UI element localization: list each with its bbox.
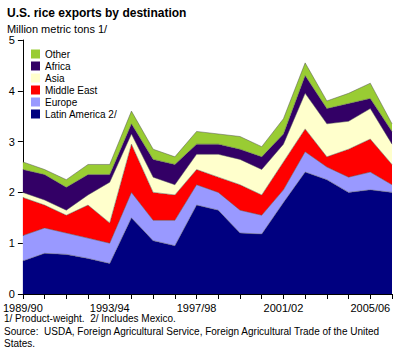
svg-text:2005/06: 2005/06 xyxy=(350,302,390,314)
svg-text:4: 4 xyxy=(9,85,15,97)
svg-text:Asia: Asia xyxy=(45,73,65,84)
svg-text:1989/90: 1989/90 xyxy=(3,302,43,314)
svg-text:Middle East: Middle East xyxy=(45,85,97,96)
svg-text:1: 1 xyxy=(9,237,15,249)
svg-text:1993/94: 1993/94 xyxy=(90,302,130,314)
svg-text:U.S. rice exports by destinati: U.S. rice exports by destination xyxy=(7,6,186,20)
svg-text:States.: States. xyxy=(4,338,35,349)
svg-text:Other: Other xyxy=(45,49,71,60)
svg-text:Source: USDA, Foreign Agricul: Source: USDA, Foreign Agricultural Servi… xyxy=(4,326,382,337)
svg-text:1/ Product-weight. 2/ Include: 1/ Product-weight. 2/ Includes Mexico. xyxy=(4,313,176,324)
svg-text:2001/02: 2001/02 xyxy=(264,302,304,314)
svg-text:Europe: Europe xyxy=(45,97,78,108)
svg-text:3: 3 xyxy=(9,136,15,148)
svg-text:Million metric tons 1/: Million metric tons 1/ xyxy=(7,23,108,35)
svg-text:Latin America 2/: Latin America 2/ xyxy=(45,109,117,120)
svg-text:0: 0 xyxy=(9,288,15,300)
svg-text:Africa: Africa xyxy=(45,61,71,72)
svg-text:5: 5 xyxy=(9,34,15,46)
svg-text:2: 2 xyxy=(9,186,15,198)
svg-text:1997/98: 1997/98 xyxy=(177,302,217,314)
